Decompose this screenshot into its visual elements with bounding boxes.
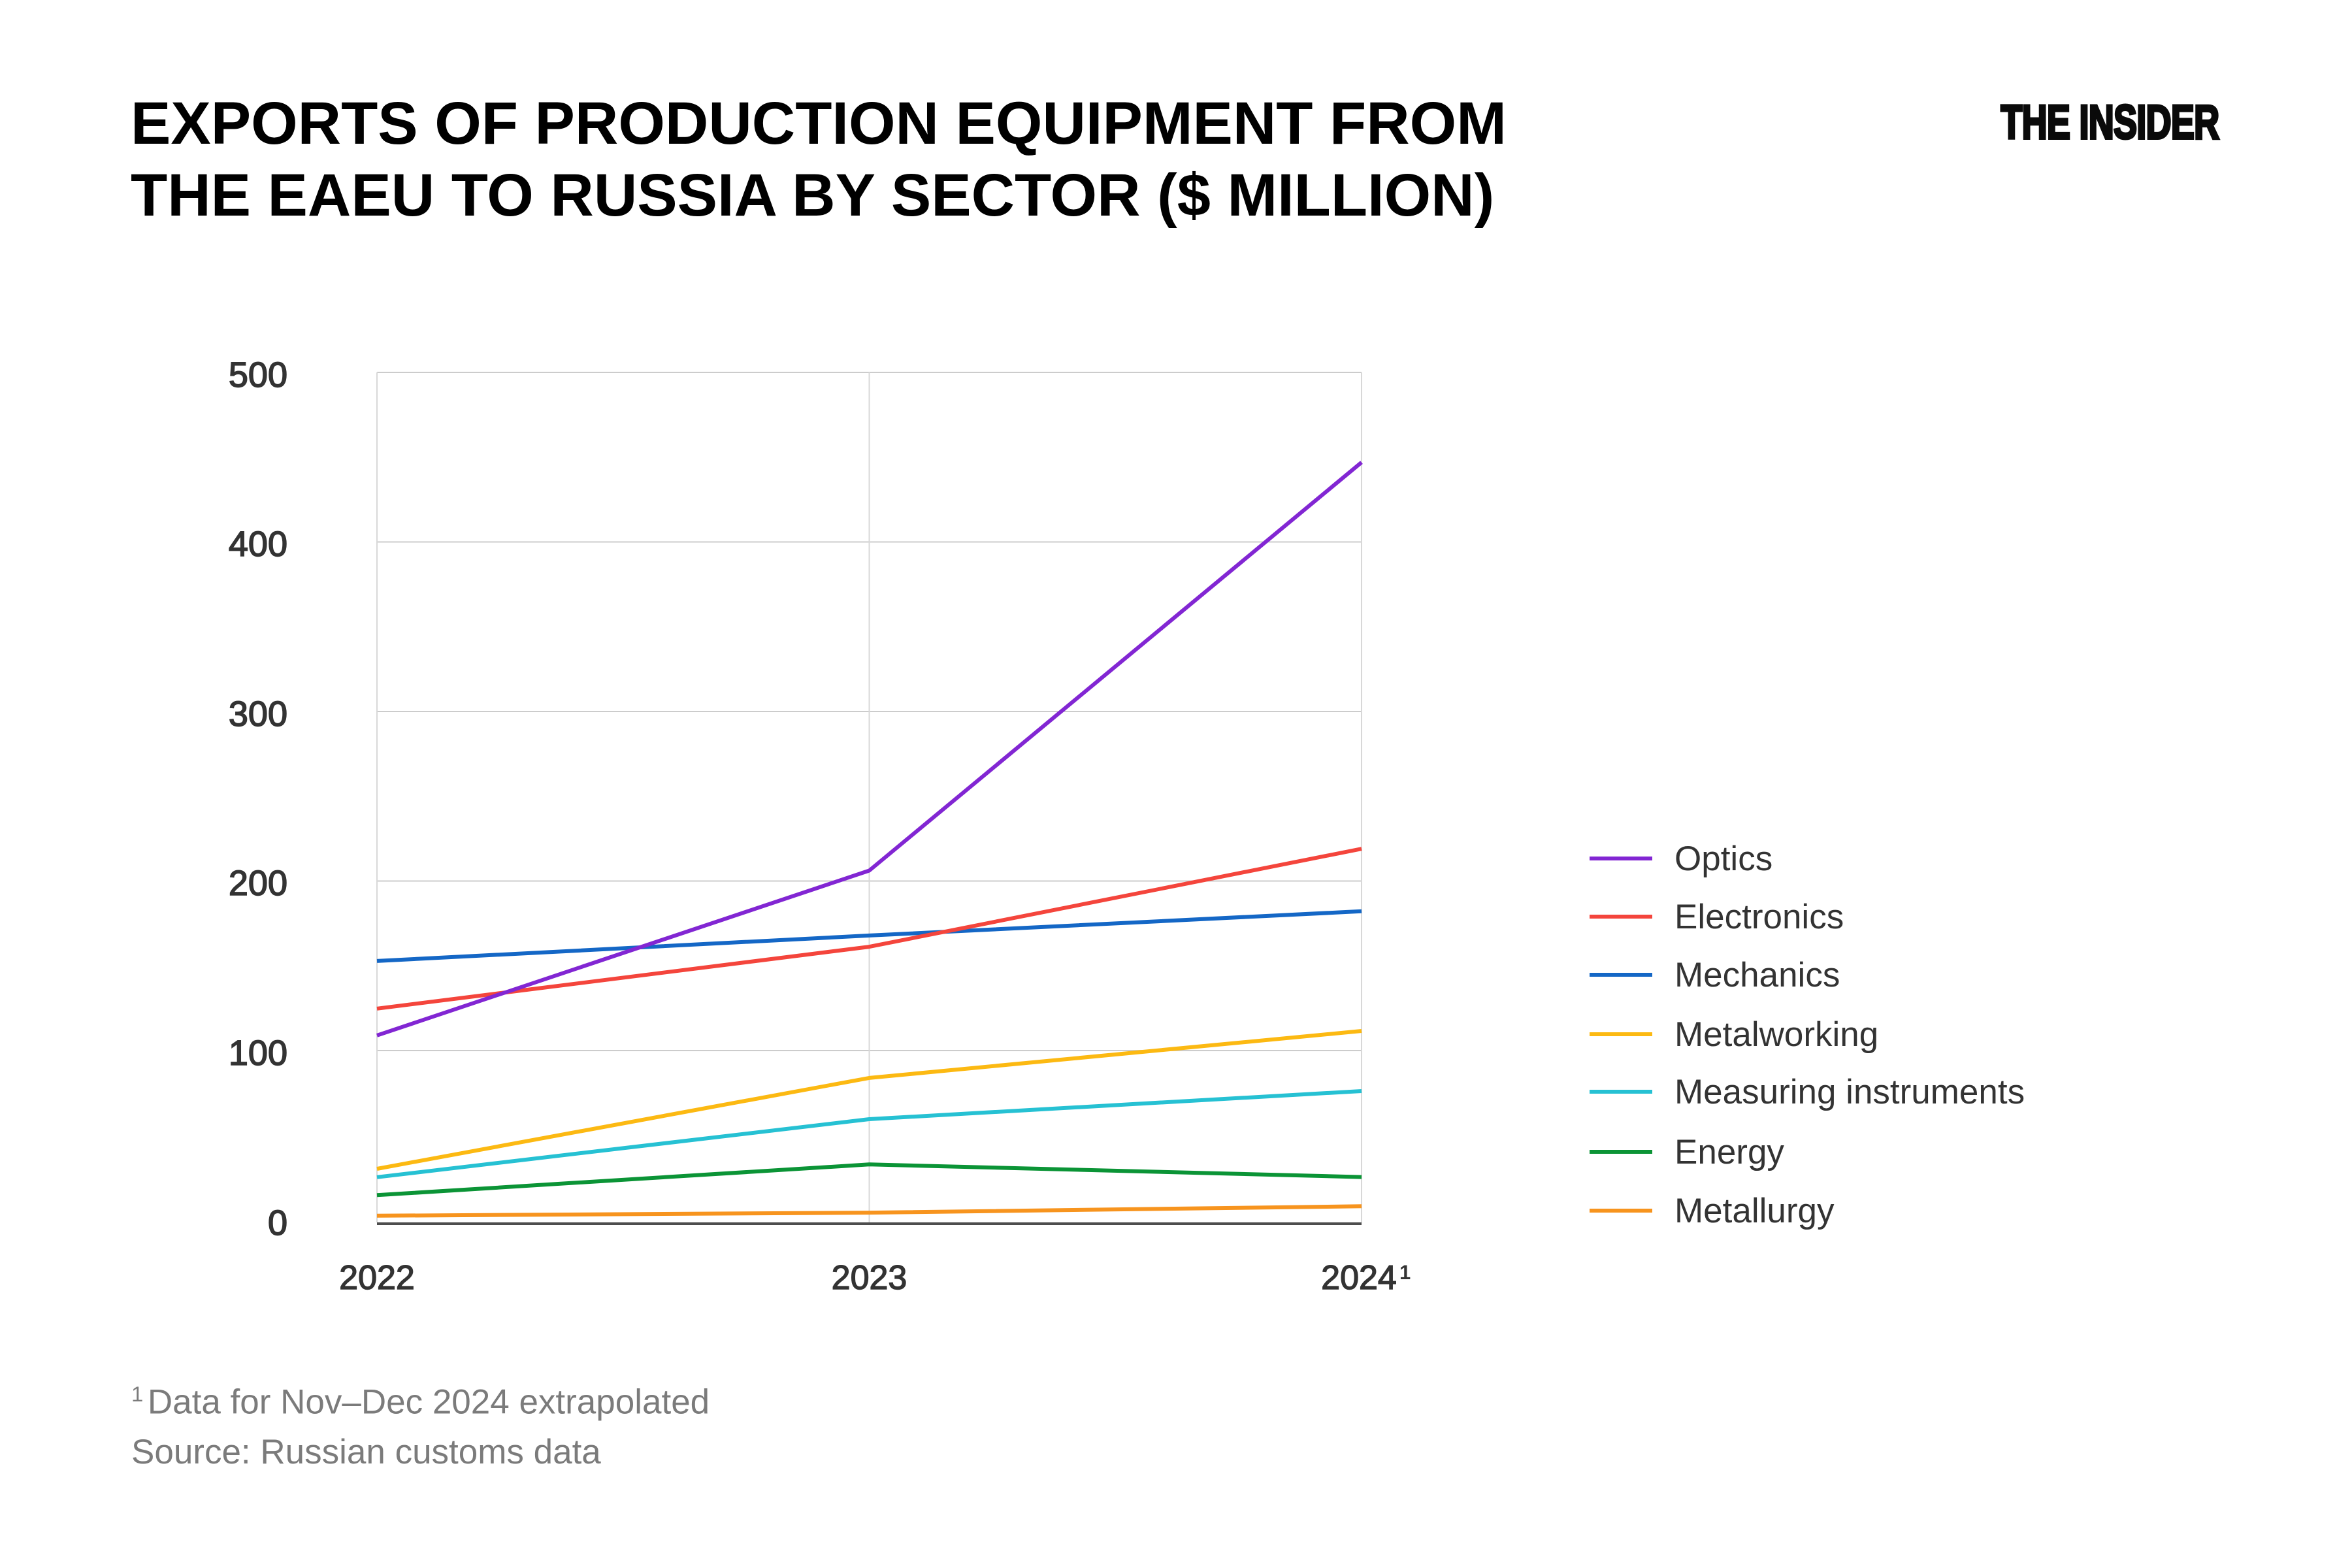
svg-text:2023: 2023: [832, 1259, 907, 1297]
svg-text:Metalworking: Metalworking: [1674, 1015, 1878, 1054]
svg-text:Measuring instruments: Measuring instruments: [1674, 1073, 2025, 1111]
svg-text:2024: 2024: [1321, 1259, 1397, 1297]
svg-text:Electronics: Electronics: [1674, 898, 1844, 936]
svg-text:100: 100: [229, 1034, 287, 1073]
svg-text:Optics: Optics: [1674, 840, 1772, 878]
svg-text:500: 500: [229, 355, 287, 395]
svg-text:0: 0: [268, 1203, 287, 1243]
svg-text:200: 200: [229, 864, 287, 903]
svg-text:300: 300: [229, 694, 287, 734]
svg-text:1: 1: [1399, 1261, 1411, 1284]
svg-text:Mechanics: Mechanics: [1674, 956, 1840, 994]
svg-text:400: 400: [229, 525, 287, 564]
svg-text:Metallurgy: Metallurgy: [1674, 1192, 1835, 1230]
svg-text:Energy: Energy: [1674, 1133, 1784, 1171]
svg-text:2022: 2022: [339, 1259, 415, 1297]
